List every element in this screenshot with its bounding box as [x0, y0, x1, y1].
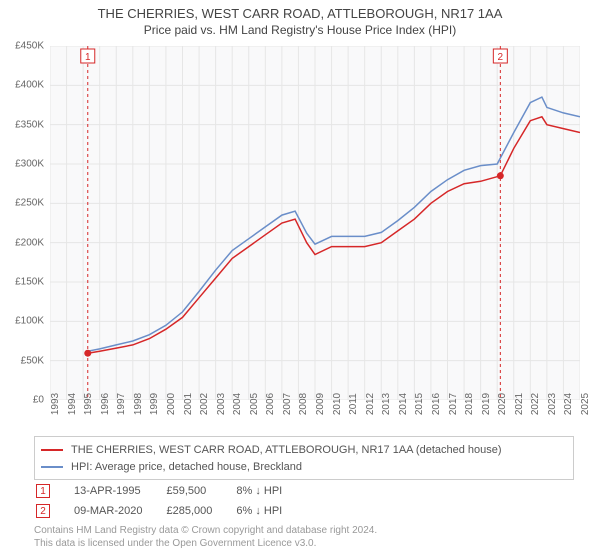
- legend-item: HPI: Average price, detached house, Brec…: [41, 458, 567, 475]
- marker-price: £59,500: [166, 482, 234, 500]
- legend-swatch: [41, 449, 63, 451]
- x-tick-label: 2016: [431, 393, 442, 415]
- x-tick-label: 1995: [83, 393, 94, 415]
- x-tick-label: 2012: [365, 393, 376, 415]
- footer-attribution: Contains HM Land Registry data © Crown c…: [34, 524, 377, 550]
- x-tick-label: 1998: [133, 393, 144, 415]
- x-tick-label: 1999: [149, 393, 160, 415]
- x-tick-label: 2001: [183, 393, 194, 415]
- x-tick-label: 2000: [166, 393, 177, 415]
- y-tick-label: £0: [33, 395, 44, 406]
- markers-table: 1 13-APR-1995 £59,500 8% ↓ HPI 2 09-MAR-…: [34, 480, 306, 522]
- marker-diff: 6% ↓ HPI: [236, 502, 304, 520]
- y-tick-label: £250K: [15, 198, 44, 209]
- x-tick-label: 2022: [530, 393, 541, 415]
- table-row: 2 09-MAR-2020 £285,000 6% ↓ HPI: [36, 502, 304, 520]
- y-tick-label: £300K: [15, 159, 44, 170]
- x-tick-label: 2023: [547, 393, 558, 415]
- x-tick-label: 2002: [199, 393, 210, 415]
- x-tick-label: 2005: [249, 393, 260, 415]
- x-tick-label: 2006: [265, 393, 276, 415]
- x-tick-label: 1993: [50, 393, 61, 415]
- y-tick-label: £100K: [15, 316, 44, 327]
- x-tick-label: 2004: [232, 393, 243, 415]
- x-tick-label: 1994: [67, 393, 78, 415]
- x-tick-label: 2013: [381, 393, 392, 415]
- marker-badge: 1: [36, 484, 50, 498]
- x-tick-label: 2019: [481, 393, 492, 415]
- x-tick-label: 2014: [398, 393, 409, 415]
- x-tick-label: 2021: [514, 393, 525, 415]
- x-tick-label: 2017: [448, 393, 459, 415]
- chart-container: THE CHERRIES, WEST CARR ROAD, ATTLEBOROU…: [0, 0, 600, 560]
- table-row: 1 13-APR-1995 £59,500 8% ↓ HPI: [36, 482, 304, 500]
- x-tick-label: 2018: [464, 393, 475, 415]
- x-tick-label: 2020: [497, 393, 508, 415]
- svg-text:2: 2: [498, 52, 504, 63]
- legend: THE CHERRIES, WEST CARR ROAD, ATTLEBOROU…: [34, 436, 574, 480]
- x-tick-label: 2015: [414, 393, 425, 415]
- marker-price: £285,000: [166, 502, 234, 520]
- x-tick-label: 2025: [580, 393, 591, 415]
- marker-date: 13-APR-1995: [74, 482, 164, 500]
- chart-title: THE CHERRIES, WEST CARR ROAD, ATTLEBOROU…: [0, 0, 600, 23]
- x-tick-label: 2009: [315, 393, 326, 415]
- x-tick-label: 2007: [282, 393, 293, 415]
- legend-item: THE CHERRIES, WEST CARR ROAD, ATTLEBOROU…: [41, 441, 567, 458]
- x-tick-label: 1997: [116, 393, 127, 415]
- x-tick-label: 2024: [563, 393, 574, 415]
- y-tick-label: £150K: [15, 277, 44, 288]
- svg-text:1: 1: [85, 52, 91, 63]
- marker-badge: 2: [36, 504, 50, 518]
- y-tick-label: £400K: [15, 80, 44, 91]
- footer-line: This data is licensed under the Open Gov…: [34, 537, 377, 550]
- chart-area: 12 £0£50K£100K£150K£200K£250K£300K£350K£…: [50, 46, 580, 400]
- y-tick-label: £50K: [21, 355, 44, 366]
- marker-date: 09-MAR-2020: [74, 502, 164, 520]
- x-tick-label: 1996: [100, 393, 111, 415]
- y-tick-label: £200K: [15, 237, 44, 248]
- chart-svg: 12: [50, 46, 580, 400]
- chart-subtitle: Price paid vs. HM Land Registry's House …: [0, 23, 600, 41]
- legend-label: THE CHERRIES, WEST CARR ROAD, ATTLEBOROU…: [71, 444, 502, 456]
- legend-label: HPI: Average price, detached house, Brec…: [71, 461, 302, 473]
- y-tick-label: £350K: [15, 119, 44, 130]
- x-tick-label: 2003: [216, 393, 227, 415]
- footer-line: Contains HM Land Registry data © Crown c…: [34, 524, 377, 537]
- y-tick-label: £450K: [15, 41, 44, 52]
- legend-swatch: [41, 466, 63, 468]
- x-tick-label: 2011: [348, 393, 359, 415]
- x-tick-label: 2008: [298, 393, 309, 415]
- x-tick-label: 2010: [332, 393, 343, 415]
- marker-diff: 8% ↓ HPI: [236, 482, 304, 500]
